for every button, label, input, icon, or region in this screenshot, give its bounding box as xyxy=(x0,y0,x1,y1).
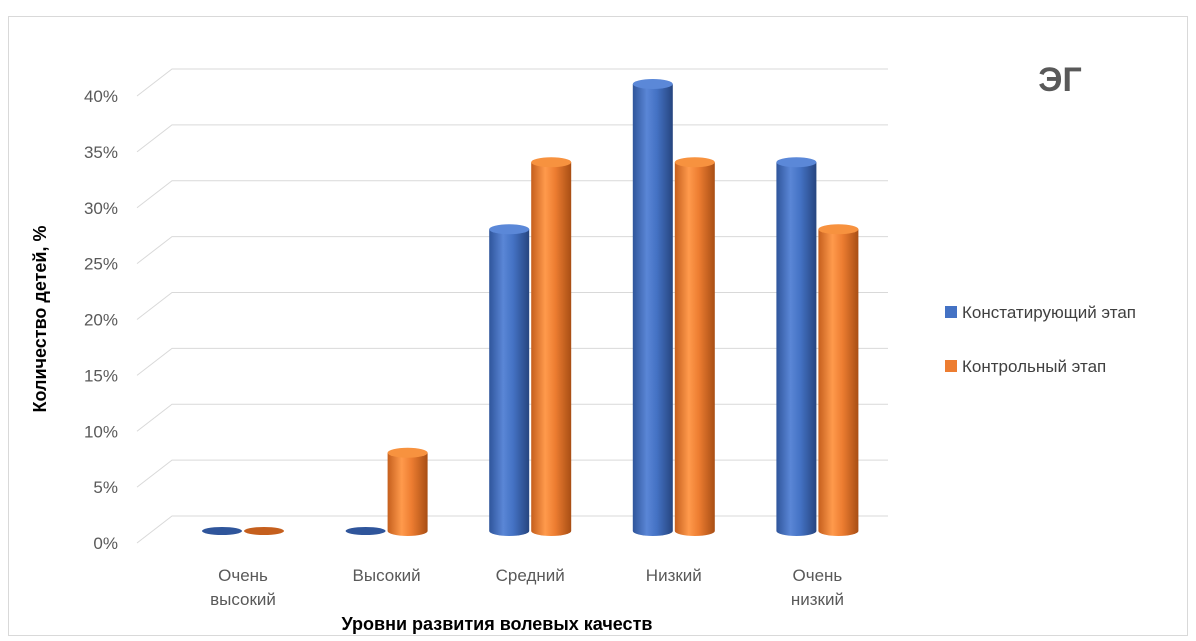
legend-swatch xyxy=(945,306,957,318)
bar-top xyxy=(489,224,530,235)
y-tick-label: 15% xyxy=(84,366,118,385)
bar-top xyxy=(818,224,859,235)
bar xyxy=(674,157,715,536)
bar-top xyxy=(244,527,284,535)
bar-body xyxy=(674,162,715,536)
x-axis-ticks: Очень высокий Высокий Средний Низкий Очень низ… xyxy=(210,566,844,609)
legend-label: Контрольный этап xyxy=(962,357,1106,376)
legend: Констатирующий этап Контрольный этап xyxy=(945,303,1136,376)
y-axis-ticks: 0% 5% 10% 15% 20% 25% 30% 35% 40% xyxy=(84,87,118,553)
legend-item: Констатирующий этап xyxy=(945,303,1136,322)
y-tick-label: 10% xyxy=(84,422,118,441)
bar-body xyxy=(818,229,859,536)
x-tick-label: Очень низкий xyxy=(791,566,844,609)
bar xyxy=(632,79,673,536)
chart-frame xyxy=(8,16,1188,636)
y-tick-label: 20% xyxy=(84,311,118,330)
bar-top xyxy=(776,157,817,168)
gridline xyxy=(136,180,888,209)
x-axis-title: Уровни развития волевых качеств xyxy=(342,614,653,634)
bar-body xyxy=(632,84,673,536)
bar xyxy=(202,527,242,535)
bar-body xyxy=(489,229,530,536)
bar xyxy=(531,157,572,536)
legend-label: Констатирующий этап xyxy=(962,303,1136,322)
bar-body xyxy=(387,452,428,536)
bar xyxy=(244,527,284,535)
bar-top xyxy=(345,527,386,535)
bar xyxy=(776,157,817,536)
bars xyxy=(202,79,859,536)
bar-top xyxy=(202,527,242,535)
y-tick-label: 0% xyxy=(93,534,118,553)
y-tick-label: 35% xyxy=(84,143,118,162)
legend-item: Контрольный этап xyxy=(945,357,1106,376)
bar xyxy=(489,224,530,536)
y-axis-title: Количество детей, % xyxy=(30,225,50,412)
legend-swatch xyxy=(945,360,957,372)
gridline xyxy=(136,124,888,153)
bar xyxy=(387,447,428,536)
y-tick-label: 40% xyxy=(84,87,118,106)
x-tick-label: Средний xyxy=(496,566,565,585)
y-tick-label: 25% xyxy=(84,255,118,274)
bar-top xyxy=(531,157,572,168)
bar-top xyxy=(632,79,673,89)
x-tick-label: Низкий xyxy=(646,566,702,585)
bar xyxy=(818,224,859,536)
x-tick-label: Очень высокий xyxy=(210,566,276,609)
chart-title: ЭГ xyxy=(1038,61,1081,99)
y-tick-label: 5% xyxy=(93,478,118,497)
gridline xyxy=(136,68,888,97)
y-tick-label: 30% xyxy=(84,199,118,218)
bar-top xyxy=(674,157,715,168)
bar xyxy=(345,527,386,535)
bar-body xyxy=(531,162,572,536)
x-tick-label: Высокий xyxy=(353,566,421,585)
bar-top xyxy=(387,447,428,458)
bar-body xyxy=(776,162,817,536)
